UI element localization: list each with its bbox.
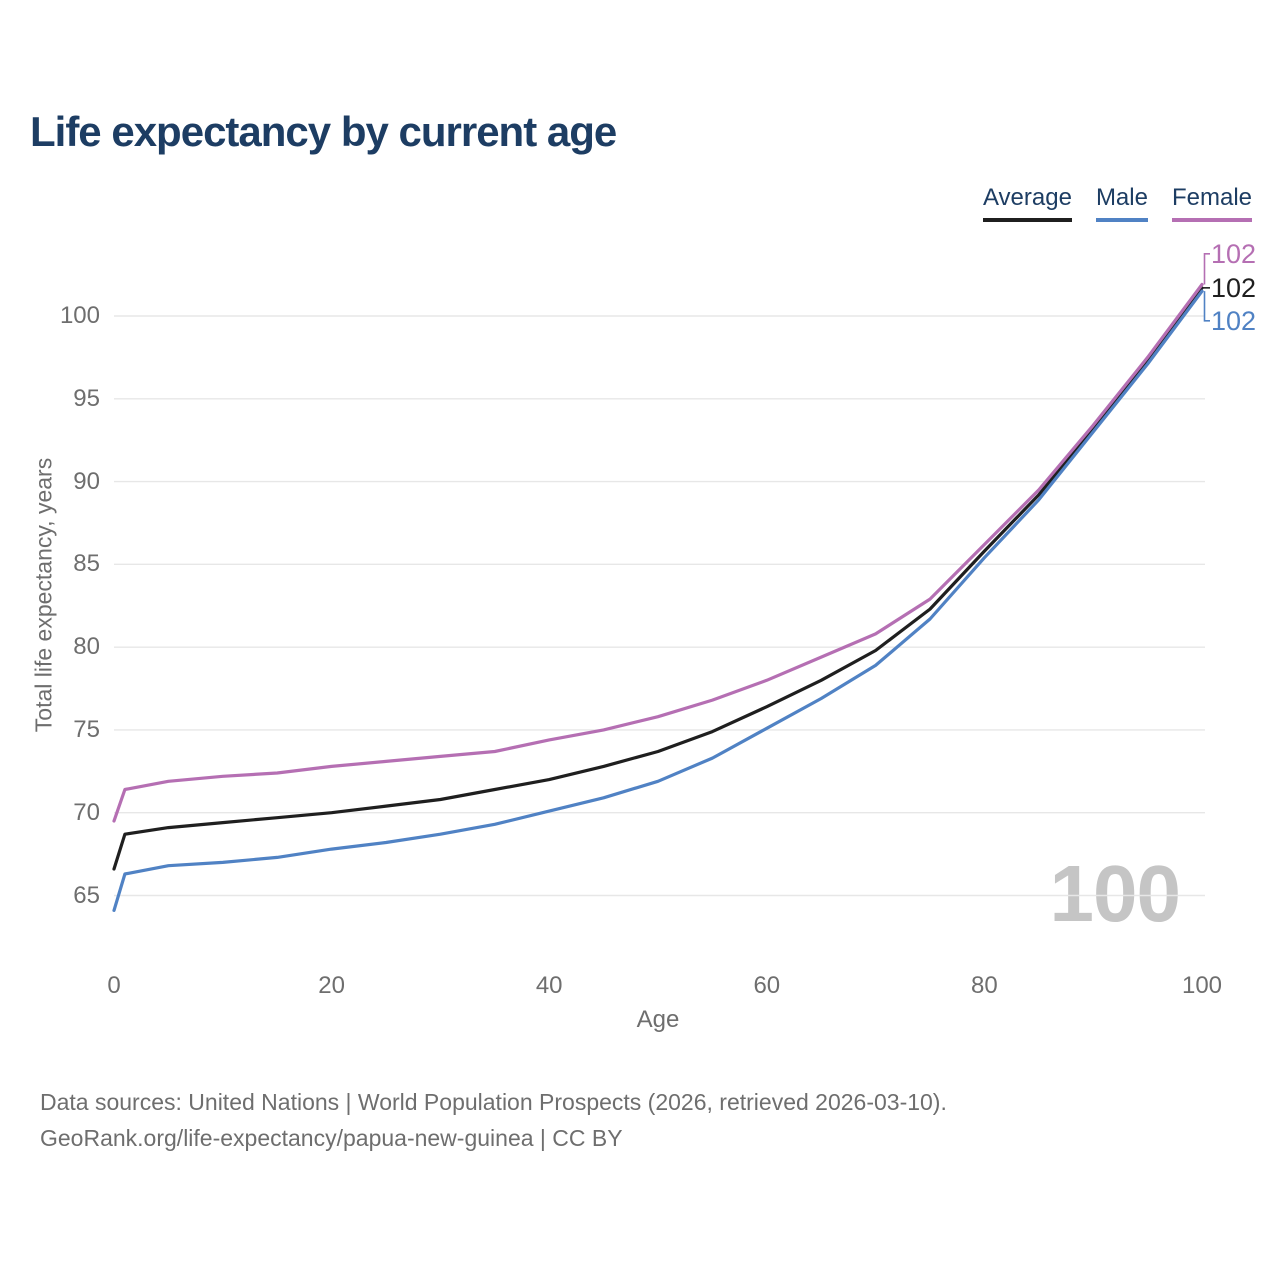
footer-line2: GeoRank.org/life-expectancy/papua-new-gu… — [40, 1125, 623, 1151]
end-label-female: 102 — [1211, 238, 1257, 269]
x-tick-label: 80 — [971, 972, 998, 999]
line-female — [112, 282, 1204, 823]
chart-svg — [112, 253, 1210, 913]
x-tick-label: 40 — [535, 972, 563, 999]
x-axis-title: Age — [636, 1006, 680, 1033]
x-tick-label: 100 — [1181, 972, 1223, 999]
legend-item-average[interactable]: Average — [982, 184, 1072, 222]
y-tick-label: 100 — [59, 302, 100, 329]
legend-item-male[interactable]: Male — [1095, 184, 1148, 222]
line-average — [112, 286, 1204, 871]
end-label-bracket — [1203, 291, 1210, 322]
age-watermark: 100 — [1049, 849, 1181, 938]
y-axis-title: Total life expectancy, years — [30, 457, 57, 733]
y-tick-label: 75 — [73, 715, 100, 743]
footer: Data sources: United Nations | World Pop… — [40, 1084, 947, 1156]
y-tick-label: 90 — [73, 467, 100, 495]
y-tick-label: 85 — [73, 550, 100, 578]
x-tick-label: 20 — [318, 972, 345, 999]
legend-item-female[interactable]: Female — [1171, 184, 1252, 222]
end-label-average: 102 — [1211, 272, 1257, 303]
y-tick-label: 95 — [73, 384, 100, 412]
end-label-bracket — [1203, 253, 1210, 285]
x-tick-label: 60 — [753, 972, 781, 999]
y-tick-label: 65 — [73, 881, 100, 909]
y-tick-label: 80 — [73, 633, 100, 661]
footer-line1: Data sources: United Nations | World Pop… — [40, 1089, 947, 1115]
x-tick-label: 0 — [107, 972, 121, 999]
page-title: Life expectancy by current age — [30, 108, 617, 155]
line-male — [112, 289, 1204, 913]
end-label-male: 102 — [1211, 305, 1257, 336]
legend: Average Male Female — [982, 184, 1252, 222]
y-tick-label: 70 — [73, 798, 100, 826]
